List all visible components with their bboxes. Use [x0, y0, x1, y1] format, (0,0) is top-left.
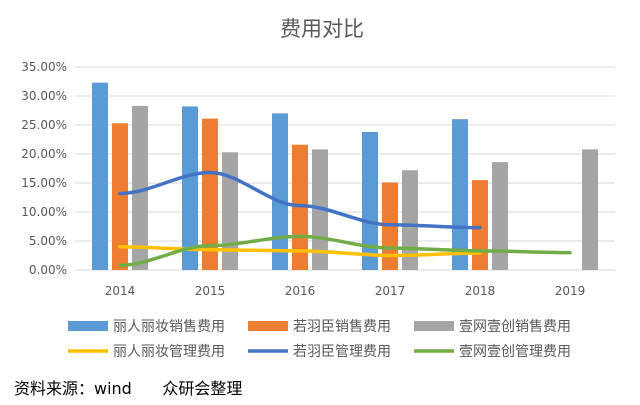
y-tick-label: 25.00%: [21, 118, 67, 132]
bar-3-2014: [132, 105, 148, 270]
y-axis-ticks: 0.00% 5.00% 10.00% 15.00% 20.00% 25.00% 30.00%…: [21, 60, 67, 277]
x-axis-ticks: 2014 2015 2016 2017 2018 2019: [105, 284, 586, 298]
y-tick-label: 5.00%: [29, 234, 67, 248]
lines: [118, 170, 572, 268]
legend-label: 壹网壹创销售费用: [459, 319, 571, 335]
y-tick-label: 10.00%: [21, 205, 67, 219]
legend-label: 若羽臣销售费用: [293, 319, 391, 335]
x-tick-label: 2016: [285, 284, 316, 298]
x-tick-label: 2018: [465, 284, 496, 298]
x-tick-label: 2015: [195, 284, 226, 298]
bar-2-2014: [112, 123, 128, 270]
legend-swatch: [414, 321, 454, 331]
bar-1-2015: [182, 106, 198, 270]
y-tick-label: 0.00%: [29, 263, 67, 277]
bar-2-2018: [472, 180, 488, 270]
y-tick-label: 35.00%: [21, 60, 67, 74]
x-tick-label: 2014: [105, 284, 136, 298]
bar-1-2014: [92, 82, 108, 270]
legend-swatch: [248, 321, 288, 331]
legend-swatch: [68, 321, 108, 331]
line-series-2: [118, 170, 482, 230]
legend-label: 丽人丽妆销售费用: [113, 319, 225, 335]
bar-1-2018: [452, 119, 468, 270]
bar-3-2019: [582, 149, 598, 270]
y-tick-label: 20.00%: [21, 147, 67, 161]
legend-label: 丽人丽妆管理费用: [113, 344, 225, 360]
chart-title: 费用对比: [280, 17, 364, 41]
y-tick-label: 15.00%: [21, 176, 67, 190]
y-tick-label: 30.00%: [21, 89, 67, 103]
bar-1-2016: [272, 113, 288, 271]
x-tick-label: 2017: [375, 284, 406, 298]
bar-3-2018: [492, 162, 508, 270]
line-series-3: [118, 234, 572, 268]
bar-2-2015: [202, 118, 218, 271]
bar-3-2015: [222, 152, 238, 270]
x-tick-label: 2019: [555, 284, 586, 298]
legend-label: 壹网壹创管理费用: [459, 344, 571, 360]
bar-3-2017: [402, 170, 418, 270]
source-note: 资料来源：wind 众研会整理: [14, 379, 243, 398]
legend-label: 若羽臣管理费用: [293, 344, 391, 360]
gridlines: [75, 66, 615, 271]
bar-1-2017: [362, 131, 378, 270]
